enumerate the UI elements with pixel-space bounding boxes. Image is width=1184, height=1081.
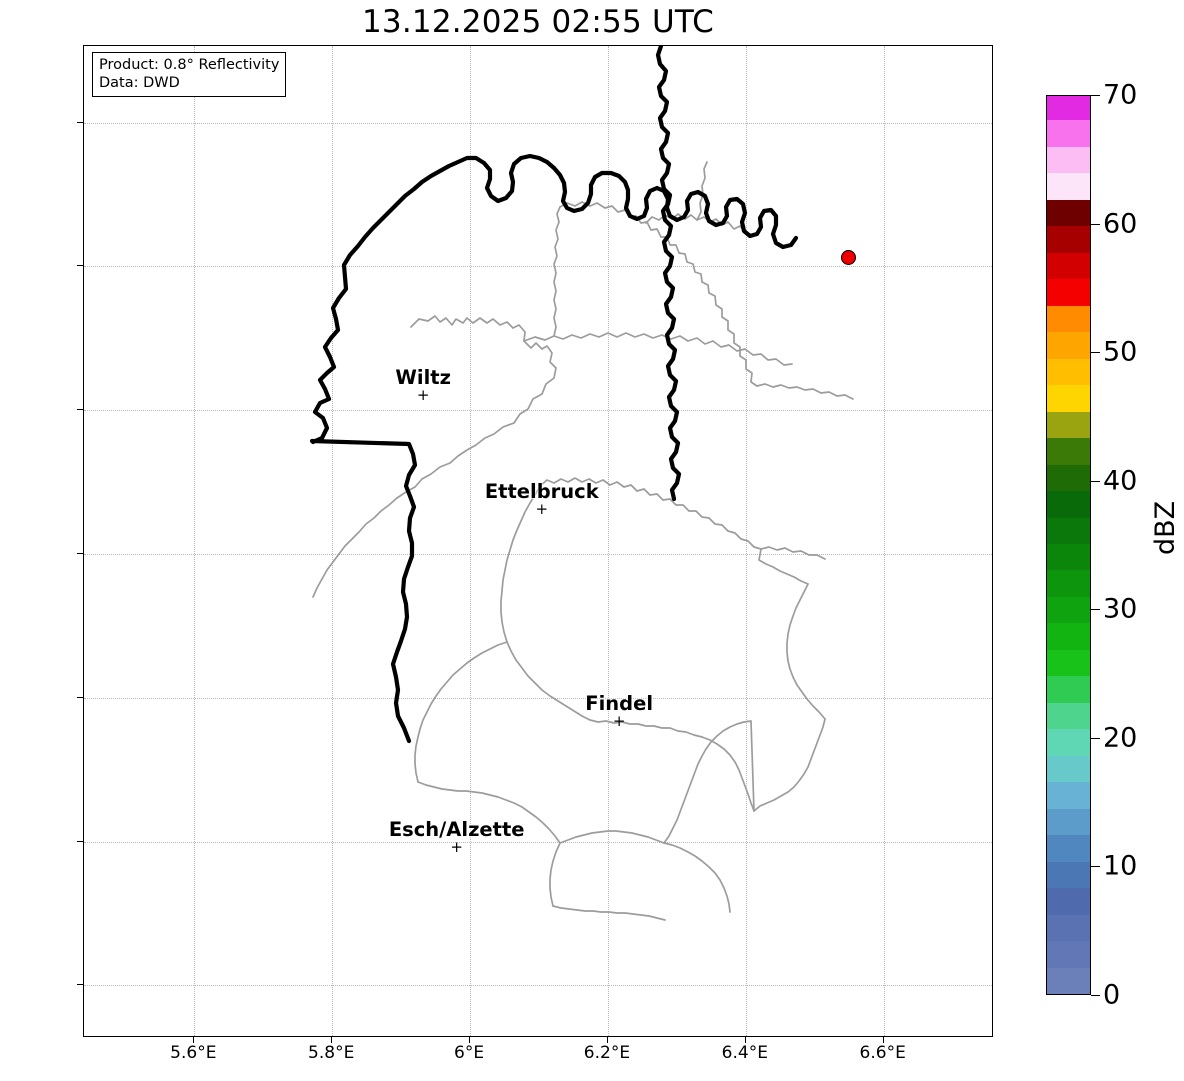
colorbar-band-9 [1047, 728, 1090, 756]
gridline-lat-6 [84, 985, 992, 987]
country-border-east [655, 46, 682, 502]
gridline-lat-5 [84, 841, 992, 843]
product-line: Product: 0.8° Reflectivity [99, 57, 280, 73]
colorbar-tick-label-4: 30 [1103, 593, 1138, 625]
colorbar-band-26 [1047, 278, 1090, 306]
colorbar-band-19 [1047, 464, 1090, 492]
lon-tick-label-4: 6.4°E [721, 1043, 768, 1063]
colorbar-band-32 [1047, 119, 1090, 147]
gridline-lon-0 [194, 46, 196, 1036]
lat-tick-0 [77, 121, 83, 123]
colorbar-band-6 [1047, 808, 1090, 836]
colorbar-tick-3 [1091, 480, 1100, 482]
lon-tick-3 [606, 1037, 608, 1043]
colorbar-band-20 [1047, 437, 1090, 465]
colorbar-band-23 [1047, 358, 1090, 386]
colorbar-band-25 [1047, 305, 1090, 333]
colorbar-tick-label-7: 0 [1103, 979, 1121, 1011]
colorbar-band-17 [1047, 516, 1090, 544]
colorbar-tick-label-3: 40 [1103, 465, 1138, 497]
lon-tick-0 [193, 1037, 195, 1043]
gridline-lon-1 [332, 46, 334, 1036]
colorbar[interactable] [1046, 95, 1091, 995]
product-info-box: Product: 0.8° Reflectivity Data: DWD [92, 52, 287, 97]
colorbar-band-31 [1047, 146, 1090, 174]
colorbar-band-11 [1047, 675, 1090, 703]
gridlines [84, 46, 992, 1036]
colorbar-tick-2 [1091, 352, 1100, 354]
colorbar-band-13 [1047, 622, 1090, 650]
gridline-lat-1 [84, 266, 992, 268]
data-source-line: Data: DWD [99, 75, 180, 91]
colorbar-tick-label-1: 60 [1103, 208, 1138, 240]
colorbar-band-30 [1047, 172, 1090, 200]
colorbar-band-15 [1047, 569, 1090, 597]
colorbar-band-3 [1047, 887, 1090, 915]
lat-tick-4 [77, 696, 83, 698]
colorbar-band-5 [1047, 834, 1090, 862]
map-plot-area[interactable]: Wiltz + Ettelbruck + Findel + Esch/Alzet… [83, 45, 993, 1037]
colorbar-band-27 [1047, 252, 1090, 280]
lon-tick-label-2: 6°E [454, 1043, 485, 1063]
colorbar-tick-7 [1091, 995, 1100, 996]
colorbar-tick-5 [1091, 737, 1100, 739]
radar-site-marker[interactable] [840, 249, 856, 265]
colorbar-band-4 [1047, 861, 1090, 889]
lon-tick-label-5: 6.6°E [859, 1043, 906, 1063]
lat-tick-2 [77, 409, 83, 411]
colorbar-band-29 [1047, 199, 1090, 227]
lat-tick-1 [77, 265, 83, 267]
lon-tick-label-3: 6.2°E [583, 1043, 631, 1063]
country-border-luxembourg [309, 153, 799, 744]
colorbar-tick-0 [1091, 95, 1100, 96]
lon-tick-2 [469, 1037, 471, 1043]
colorbar-tick-label-5: 20 [1103, 722, 1138, 754]
map-geometry [309, 46, 854, 921]
colorbar-tick-label-6: 10 [1103, 850, 1138, 882]
canton-boundaries [312, 161, 854, 921]
colorbar-tick-6 [1091, 866, 1100, 868]
lon-tick-4 [744, 1037, 746, 1043]
lon-tick-label-0: 5.6°E [170, 1043, 217, 1063]
colorbar-tick-4 [1091, 609, 1100, 611]
gridline-lon-3 [607, 46, 609, 1036]
colorbar-band-7 [1047, 781, 1090, 809]
gridline-lat-4 [84, 697, 992, 699]
colorbar-tick-label-2: 50 [1103, 336, 1138, 368]
colorbar-band-28 [1047, 225, 1090, 253]
colorbar-tick-label-0: 70 [1103, 79, 1138, 111]
lat-tick-3 [77, 552, 83, 554]
page-title: 13.12.2025 02:55 UTC [362, 4, 714, 40]
lat-tick-6 [77, 984, 83, 986]
gridline-lat-0 [84, 122, 992, 124]
lon-tick-label-1: 5.8°E [308, 1043, 355, 1063]
colorbar-band-2 [1047, 914, 1090, 942]
gridline-lat-3 [84, 553, 992, 555]
gridline-lon-5 [883, 46, 885, 1036]
colorbar-band-16 [1047, 543, 1090, 571]
colorbar-tick-1 [1091, 223, 1100, 225]
lon-tick-1 [331, 1037, 333, 1043]
colorbar-band-8 [1047, 755, 1090, 783]
gridline-lon-2 [470, 46, 472, 1036]
colorbar-band-22 [1047, 384, 1090, 412]
colorbar-band-21 [1047, 411, 1090, 439]
colorbar-band-10 [1047, 702, 1090, 730]
colorbar-label: dBZ [1150, 500, 1181, 555]
lat-tick-5 [77, 840, 83, 842]
lon-tick-5 [882, 1037, 884, 1043]
colorbar-band-14 [1047, 596, 1090, 624]
colorbar-band-12 [1047, 649, 1090, 677]
colorbar-band-1 [1047, 940, 1090, 968]
colorbar-band-24 [1047, 331, 1090, 359]
colorbar-band-18 [1047, 490, 1090, 518]
colorbar-band-0 [1047, 966, 1090, 994]
colorbar-band-33 [1047, 96, 1090, 121]
gridline-lat-2 [84, 410, 992, 412]
